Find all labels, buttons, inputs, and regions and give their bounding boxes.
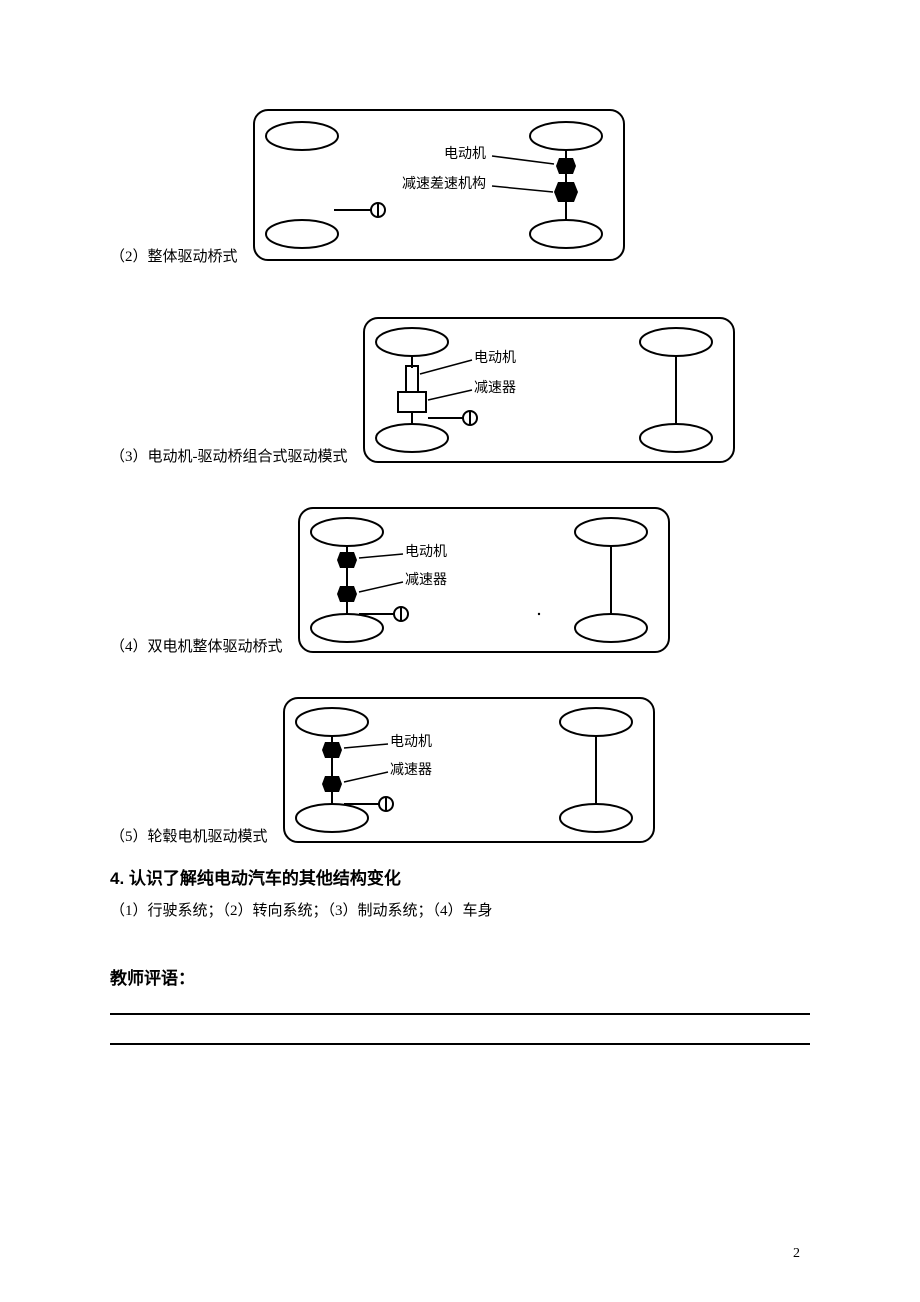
diagram-svg-2: 电动机 减速差速机构 — [244, 100, 634, 270]
rule-line-1 — [110, 1013, 810, 1015]
rule-line-2 — [110, 1043, 810, 1045]
diagram-5-label-reducer: 减速器 — [390, 762, 432, 778]
diagram-svg-4: 电动机 减速器 — [289, 500, 679, 660]
diagram-2-label-motor: 电动机 — [444, 146, 486, 162]
diagram-row-4: （4）双电机整体驱动桥式 电动机 减速器 — [110, 500, 810, 660]
page-number: 2 — [793, 1246, 800, 1262]
diagram-4-label-reducer: 减速器 — [405, 572, 447, 588]
systems-list-line: （1）行驶系统；（2）转向系统；（3）制动系统；（4）车身 — [110, 899, 810, 920]
diagram-3-label-reducer: 减速器 — [474, 380, 516, 396]
caption-4: （4）双电机整体驱动桥式 — [110, 635, 283, 660]
page-container: （2）整体驱动桥式 电动机 减速差速机构 — [0, 0, 920, 1302]
teacher-comment-label: 教师评语： — [110, 964, 810, 989]
diagram-svg-5: 电动机 减速器 — [274, 690, 664, 850]
diagram-4-label-motor: 电动机 — [405, 544, 447, 560]
caption-3: （3）电动机-驱动桥组合式驱动模式 — [110, 445, 348, 470]
caption-5: （5）轮毂电机驱动模式 — [110, 825, 268, 850]
diagram-row-5: （5）轮毂电机驱动模式 电动机 减速器 — [110, 690, 810, 850]
diagram-row-3: （3）电动机-驱动桥组合式驱动模式 电动机 减速器 — [110, 310, 810, 470]
diagram-5-label-motor: 电动机 — [390, 734, 432, 750]
diagram-svg-3: 电动机 减速器 — [354, 310, 744, 470]
caption-2: （2）整体驱动桥式 — [110, 245, 238, 270]
diagram-3-label-motor: 电动机 — [474, 350, 516, 366]
diagram-2-label-diff: 减速差速机构 — [402, 176, 486, 192]
section-heading-4: 4. 认识了解纯电动汽车的其他结构变化 — [110, 864, 810, 889]
diagram-row-2: （2）整体驱动桥式 电动机 减速差速机构 — [110, 100, 810, 270]
